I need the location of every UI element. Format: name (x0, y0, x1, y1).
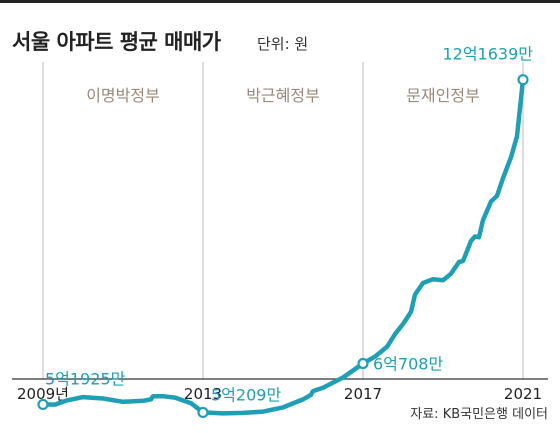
unit-label: 단위: 원 (257, 35, 309, 53)
value-label-0: 5억1925만 (45, 369, 126, 388)
x-tick-label-3: 2021 (504, 385, 542, 403)
x-tick-label-1: 2013 (184, 385, 222, 403)
annotation-markers (37, 74, 529, 419)
series-line (40, 77, 526, 416)
era-labels: 이명박정부 박근혜정부 문재인정부 (86, 86, 480, 105)
era-label-1: 박근혜정부 (246, 86, 320, 105)
era-label-0: 이명박정부 (86, 86, 160, 105)
value-label-2: 6억708만 (373, 355, 443, 374)
value-label-1: 5억209만 (211, 385, 281, 404)
marker-2 (357, 357, 369, 370)
top-rule (0, 0, 560, 3)
x-axis-ticks: 2009년 2013 2017 2021 (17, 385, 542, 403)
marker-1 (197, 406, 209, 419)
chart-title: 서울 아파트 평균 매매가 (12, 30, 221, 54)
marker-0 (37, 398, 49, 411)
marker-3 (517, 74, 529, 86)
x-tick-label-0: 2009년 (17, 385, 69, 403)
x-tick-label-2: 2017 (344, 385, 382, 403)
era-label-2: 문재인정부 (406, 86, 480, 105)
value-label-3: 12억1639만 (442, 45, 533, 64)
era-dividers (42, 62, 524, 379)
value-labels: 5억1925만 5억209만 6억708만 12억1639만 (45, 45, 533, 405)
source-note: 자료: KB국민은행 데이터 (410, 407, 548, 422)
